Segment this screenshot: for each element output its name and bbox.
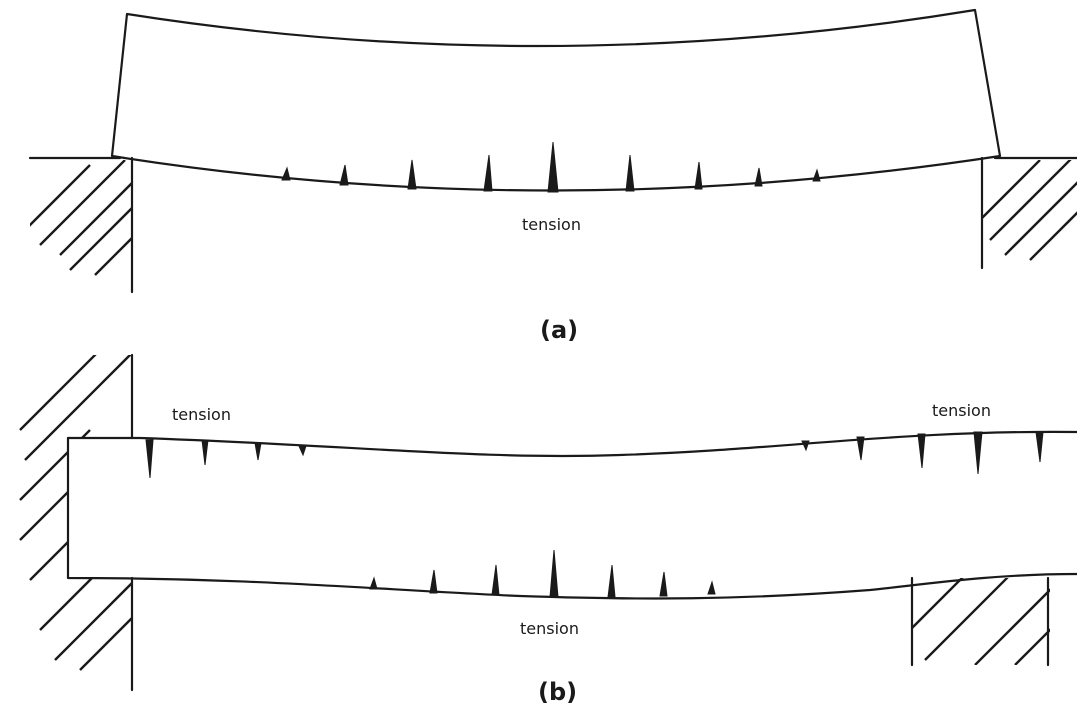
caption-b: (b) (538, 678, 577, 706)
support-right-a (980, 156, 1077, 270)
support-left-b (19, 353, 134, 692)
panel-b: tension tension tension (b) (19, 353, 1077, 706)
tension-label-b-bottom: tension (520, 619, 579, 638)
support-left-a (30, 156, 134, 294)
panel-a: tension (a) (28, 8, 1077, 344)
beam-a (110, 8, 1002, 192)
tension-label-b-left: tension (172, 405, 231, 424)
cracks-b-top (145, 431, 1044, 479)
tension-label-a: tension (522, 215, 581, 234)
beam-b-bottom (66, 436, 1077, 600)
support-right-b (910, 576, 1050, 667)
caption-a: (a) (540, 316, 578, 344)
cracks-a (281, 141, 821, 193)
tension-label-b-right: tension (932, 401, 991, 420)
cracks-b-bottom (369, 549, 716, 598)
beam-b (66, 430, 1077, 458)
